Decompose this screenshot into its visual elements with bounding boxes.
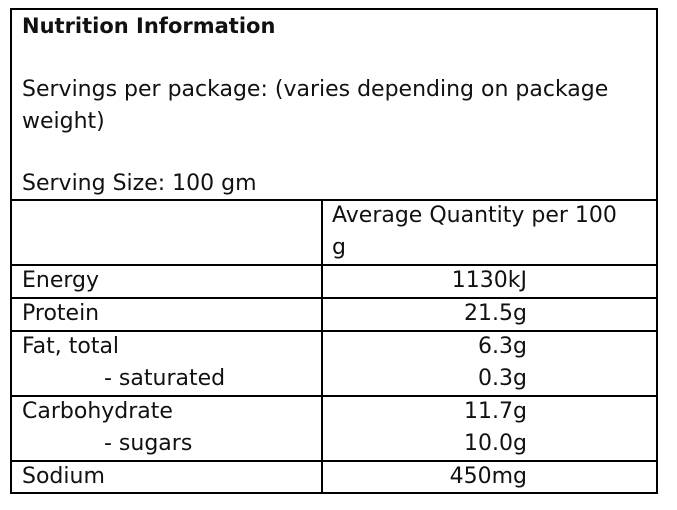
nutrient-label: Sodium [22, 464, 105, 489]
row-rule [10, 330, 658, 332]
nutrient-label: Protein [22, 301, 100, 326]
nutrient-value: 11.7g [464, 399, 527, 424]
nutrient-label: Fat, total [22, 334, 120, 359]
servings: Servings per package: (varies depending … [22, 77, 609, 134]
nutrient-label: Carbohydrate [22, 399, 173, 424]
row-rule [10, 395, 658, 397]
row-rule [10, 297, 658, 299]
column-rule [321, 199, 323, 494]
nutrient-value: 0.3g [478, 366, 527, 391]
title: Nutrition Information [22, 14, 276, 38]
row-rule [10, 460, 658, 462]
row-rule [10, 264, 658, 266]
serving-size: Serving Size: 100 gm [22, 171, 257, 196]
border-right [656, 8, 658, 494]
nutrient-value: 450mg [449, 464, 527, 489]
nutrient-label: - saturated [104, 366, 226, 391]
border-bottom [10, 492, 658, 494]
nutrient-value: 1130kJ [451, 268, 527, 293]
nutrient-label: Energy [22, 268, 100, 293]
border-left [10, 8, 12, 494]
column-header: Average Quantity per 100 g [332, 203, 617, 260]
nutrient-value: 6.3g [478, 334, 527, 359]
nutrient-label: - sugars [104, 431, 193, 456]
header-rule [10, 199, 658, 201]
border-top [10, 8, 658, 10]
nutrient-value: 21.5g [464, 301, 527, 326]
nutrient-value: 10.0g [464, 431, 527, 456]
